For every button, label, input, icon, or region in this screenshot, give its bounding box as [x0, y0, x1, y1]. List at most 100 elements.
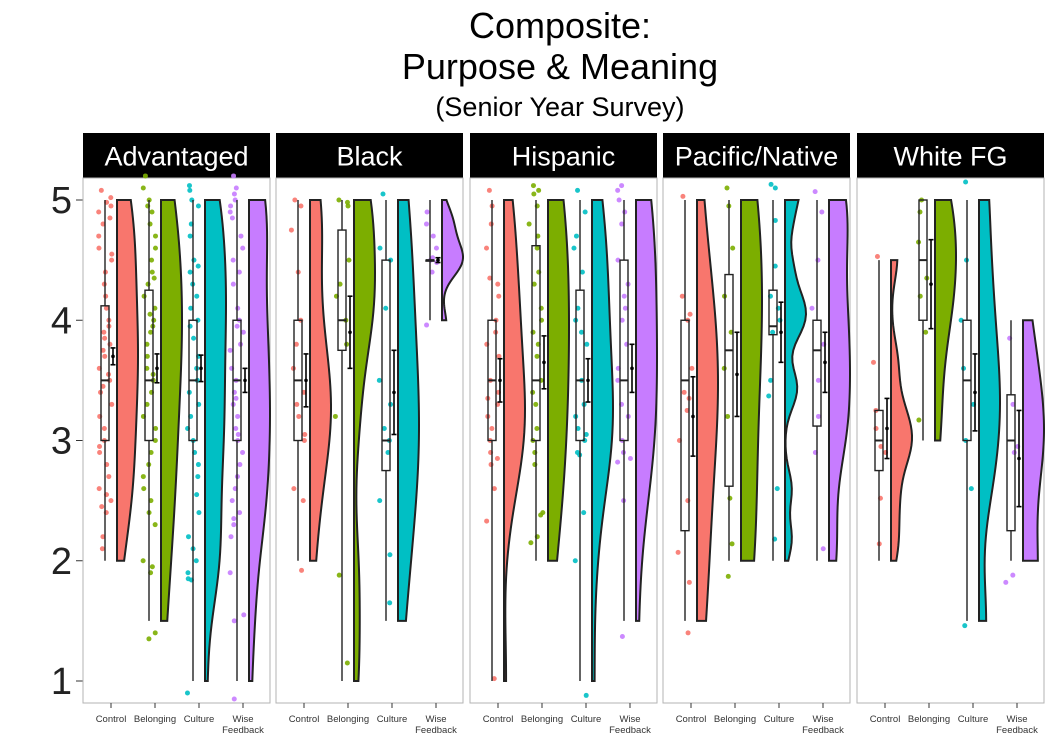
data-point	[616, 197, 622, 203]
data-point	[186, 183, 192, 189]
data-point	[96, 209, 102, 215]
violin-half	[890, 259, 914, 562]
data-point	[376, 377, 382, 383]
x-tick-label: Feedback	[222, 725, 264, 736]
data-point	[142, 173, 148, 179]
mean-point	[735, 372, 739, 377]
data-point	[923, 329, 929, 335]
category-group: Culture	[376, 191, 421, 725]
data-point	[107, 341, 113, 347]
data-point	[963, 179, 969, 185]
data-point	[231, 522, 237, 528]
data-point	[236, 269, 242, 275]
data-point	[101, 425, 107, 431]
y-tick-label: 3	[51, 421, 72, 463]
mean-point	[348, 330, 352, 335]
data-point	[619, 221, 625, 227]
data-point	[377, 245, 383, 251]
data-point	[237, 462, 243, 468]
data-point	[870, 359, 876, 365]
x-tick-label: Belonging	[908, 714, 950, 725]
data-point	[141, 486, 147, 492]
violin-half	[1022, 319, 1046, 562]
data-point	[1003, 579, 1009, 585]
data-point	[622, 305, 628, 311]
data-point	[184, 690, 190, 696]
facet-strip	[470, 133, 657, 178]
mean-point	[436, 258, 440, 262]
violin-half	[635, 199, 659, 622]
violin-half	[309, 199, 333, 562]
data-point	[96, 486, 102, 492]
violin-half	[696, 199, 720, 622]
data-point	[491, 676, 497, 682]
data-point	[336, 197, 342, 203]
data-point	[615, 257, 621, 263]
data-point	[530, 183, 536, 189]
data-point	[484, 245, 490, 251]
data-point	[235, 413, 241, 419]
box-iqr	[144, 289, 154, 442]
box-iqr	[1006, 394, 1016, 532]
data-point	[1010, 572, 1016, 578]
data-point	[240, 329, 246, 335]
x-tick-label: Belonging	[714, 714, 756, 725]
data-point	[679, 293, 685, 299]
mean-point	[929, 282, 933, 286]
data-point	[294, 401, 300, 407]
data-point	[488, 462, 494, 468]
data-point	[144, 401, 150, 407]
data-point	[151, 317, 157, 323]
data-point	[233, 395, 239, 401]
box-iqr	[768, 289, 778, 336]
data-point	[97, 450, 103, 456]
data-point	[809, 305, 815, 311]
data-point	[144, 353, 150, 359]
facet-strip	[857, 133, 1044, 178]
facet-strip	[276, 133, 463, 178]
box-iqr	[680, 319, 690, 532]
data-point	[534, 245, 540, 251]
data-point	[528, 540, 534, 546]
data-point	[97, 444, 103, 450]
data-point	[768, 377, 774, 383]
mean-point	[1017, 456, 1021, 461]
data-point	[878, 444, 884, 450]
data-point	[385, 450, 391, 456]
chart-title-line-2: Purpose & Meaning	[402, 46, 718, 87]
data-point	[237, 510, 243, 516]
box-iqr	[337, 229, 347, 352]
category-group: Belonging	[327, 197, 377, 725]
y-axis: 1 2 3 4 5	[51, 180, 83, 703]
data-point	[383, 305, 389, 311]
data-point	[108, 195, 114, 201]
data-point	[233, 185, 239, 191]
facet-panel: Hispanic Control Belonging Culture WiseFeedb…	[469, 133, 659, 736]
data-point	[571, 245, 577, 251]
data-point	[187, 269, 193, 275]
x-tick-label: Feedback	[415, 725, 457, 736]
category-group: Belonging	[908, 197, 958, 725]
data-point	[195, 474, 201, 480]
violin-half	[784, 199, 808, 562]
mean-point	[586, 378, 590, 383]
data-point	[729, 541, 735, 547]
data-point	[496, 293, 502, 299]
x-tick-label: Control	[96, 714, 127, 725]
data-point	[149, 209, 155, 215]
violin-half	[828, 199, 852, 562]
data-point	[494, 456, 500, 462]
data-point	[685, 630, 691, 636]
data-point	[381, 425, 387, 431]
x-tick-label: Wise	[1006, 714, 1027, 725]
data-point	[109, 251, 115, 257]
data-point	[496, 353, 502, 359]
data-point	[433, 245, 439, 251]
data-point	[724, 185, 730, 191]
data-point	[962, 623, 968, 629]
data-point	[534, 353, 540, 359]
data-point	[772, 185, 778, 191]
data-point	[100, 383, 106, 389]
